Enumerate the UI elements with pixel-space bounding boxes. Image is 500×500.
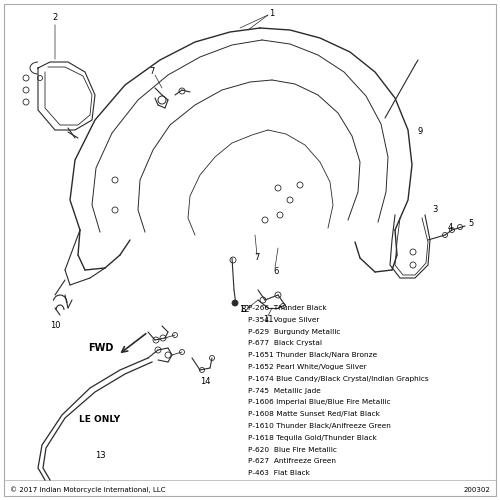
Text: P-1606 Imperial Blue/Blue Fire Metallic: P-1606 Imperial Blue/Blue Fire Metallic	[248, 400, 390, 406]
Text: P-1674 Blue Candy/Black Crystal/Indian Graphics: P-1674 Blue Candy/Black Crystal/Indian G…	[248, 376, 428, 382]
Text: 200302: 200302	[463, 487, 490, 493]
Text: 5: 5	[468, 220, 473, 228]
Text: LE ONLY: LE ONLY	[80, 416, 120, 424]
Text: P-1608 Matte Sunset Red/Flat Black: P-1608 Matte Sunset Red/Flat Black	[248, 411, 380, 417]
Text: P-1652 Pearl White/Vogue Silver: P-1652 Pearl White/Vogue Silver	[248, 364, 366, 370]
Text: P-629  Burgundy Metallic: P-629 Burgundy Metallic	[248, 328, 340, 334]
Text: 7: 7	[150, 68, 154, 76]
Text: P-354  Vogue Silver: P-354 Vogue Silver	[248, 317, 320, 323]
Text: P-266  Thunder Black: P-266 Thunder Black	[248, 305, 326, 311]
Text: 11: 11	[263, 316, 273, 324]
Text: © 2017 Indian Motorcycle International, LLC: © 2017 Indian Motorcycle International, …	[10, 486, 166, 494]
Text: P-677  Black Crystal: P-677 Black Crystal	[248, 340, 322, 346]
Text: 9: 9	[418, 128, 422, 136]
Text: 14: 14	[200, 378, 210, 386]
Text: P-463  Flat Black: P-463 Flat Black	[248, 470, 310, 476]
Text: P-1651 Thunder Black/Nara Bronze: P-1651 Thunder Black/Nara Bronze	[248, 352, 377, 358]
Text: P-1618 Tequila Gold/Thunder Black: P-1618 Tequila Gold/Thunder Black	[248, 435, 377, 441]
Text: 4: 4	[448, 224, 453, 232]
Circle shape	[232, 300, 238, 306]
Text: P-745  Metallic Jade: P-745 Metallic Jade	[248, 388, 321, 394]
Text: 12: 12	[239, 306, 249, 314]
Text: 8: 8	[240, 306, 246, 314]
Text: 13: 13	[94, 450, 106, 460]
Text: 2: 2	[52, 14, 58, 22]
Text: P-1610 Thunder Black/Anifreeze Green: P-1610 Thunder Black/Anifreeze Green	[248, 423, 391, 429]
Text: 6: 6	[274, 266, 278, 276]
Text: P-620  Blue Fire Metallic: P-620 Blue Fire Metallic	[248, 446, 337, 452]
Text: 3: 3	[432, 206, 438, 214]
Text: 7: 7	[254, 254, 260, 262]
Text: 1: 1	[270, 8, 274, 18]
Text: FWD: FWD	[88, 343, 114, 353]
Text: 10: 10	[50, 320, 60, 330]
Text: P-627  Antifreeze Green: P-627 Antifreeze Green	[248, 458, 336, 464]
